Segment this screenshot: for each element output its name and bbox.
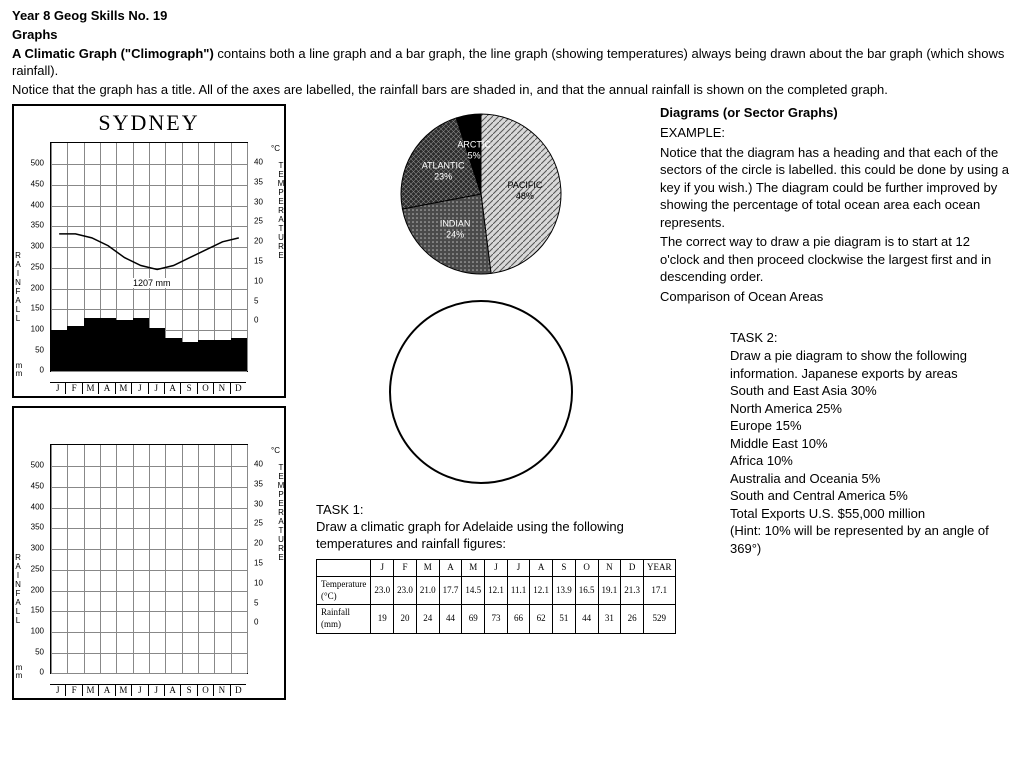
blank-pie-circle xyxy=(389,300,573,484)
title-line-1: Year 8 Geog Skills No. 19 xyxy=(12,8,1012,25)
task-2-line: Africa 10% xyxy=(730,452,1012,470)
task-2-line: Middle East 10% xyxy=(730,435,1012,453)
svg-text:5%: 5% xyxy=(468,151,481,161)
diagrams-explanation: Diagrams (or Sector Graphs) EXAMPLE: Not… xyxy=(660,104,1012,307)
svg-text:PACIFIC: PACIFIC xyxy=(507,181,542,191)
diagrams-para-3: Comparison of Ocean Areas xyxy=(660,288,1012,306)
task-2-line: Draw a pie diagram to show the following… xyxy=(730,347,1012,382)
task-2-line: Europe 15% xyxy=(730,417,1012,435)
climograph-term: A Climatic Graph ("Climograph") xyxy=(12,46,217,61)
svg-text:24%: 24% xyxy=(446,230,464,240)
climograph-title: SYDNEY xyxy=(14,106,284,140)
adelaide-data-table: JFMAMJJASONDYEARTemperature (°C)23.023.0… xyxy=(316,559,676,633)
task-1-label: TASK 1: xyxy=(316,502,363,517)
svg-text:23%: 23% xyxy=(434,172,452,182)
intro-para-2: Notice that the graph has a title. All o… xyxy=(12,82,1012,99)
task-2-line: Total Exports U.S. $55,000 million xyxy=(730,505,1012,523)
svg-text:ATLANTIC: ATLANTIC xyxy=(422,161,465,171)
svg-text:INDIAN: INDIAN xyxy=(440,219,471,229)
task-2-line: North America 25% xyxy=(730,400,1012,418)
task-2-label: TASK 2: xyxy=(730,329,1012,347)
example-label: EXAMPLE: xyxy=(660,124,1012,142)
task-2-line: South and East Asia 30% xyxy=(730,382,1012,400)
task-1: TASK 1: Draw a climatic graph for Adelai… xyxy=(316,502,646,633)
middle-column: PACIFIC48% INDIAN24% ATLANTIC23% ARCTIC5% T… xyxy=(316,104,646,708)
title-line-2: Graphs xyxy=(12,27,1012,44)
svg-text:ARCTIC: ARCTIC xyxy=(457,140,491,150)
ocean-pie-chart: PACIFIC48% INDIAN24% ATLANTIC23% ARCTIC5% xyxy=(391,104,571,284)
diagrams-para-1: Notice that the diagram has a heading an… xyxy=(660,144,1012,232)
left-column: SYDNEY 1207 mm05010015020025030035040045… xyxy=(12,104,302,708)
climograph-sydney: SYDNEY 1207 mm05010015020025030035040045… xyxy=(12,104,286,398)
pie-chart-wrap: PACIFIC48% INDIAN24% ATLANTIC23% ARCTIC5% xyxy=(316,104,646,484)
page-header: Year 8 Geog Skills No. 19 Graphs A Clima… xyxy=(12,8,1012,98)
svg-text:48%: 48% xyxy=(516,192,534,202)
diagrams-heading: Diagrams (or Sector Graphs) xyxy=(660,105,838,120)
climograph-blank-title xyxy=(14,408,284,442)
climograph-blank: 0501001502002503003504004505000510152025… xyxy=(12,406,286,700)
diagrams-para-2: The correct way to draw a pie diagram is… xyxy=(660,233,1012,286)
task-2-line: South and Central America 5% xyxy=(730,487,1012,505)
task-2-line: Australia and Oceania 5% xyxy=(730,470,1012,488)
task-2-line: (Hint: 10% will be represented by an ang… xyxy=(730,522,1012,557)
task-1-text: Draw a climatic graph for Adelaide using… xyxy=(316,519,624,551)
intro-para-1: A Climatic Graph ("Climograph") contains… xyxy=(12,46,1012,80)
right-column: Diagrams (or Sector Graphs) EXAMPLE: Not… xyxy=(660,104,1012,708)
task-2: TASK 2: Draw a pie diagram to show the f… xyxy=(730,329,1012,557)
